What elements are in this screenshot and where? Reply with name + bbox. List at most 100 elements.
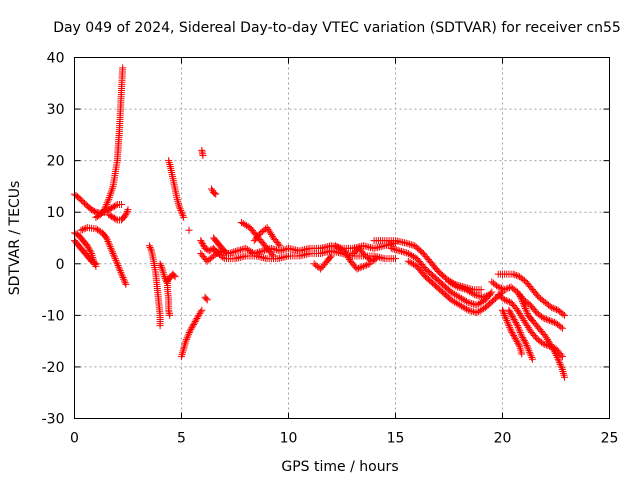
data-point	[166, 161, 174, 169]
data-point	[175, 203, 183, 211]
data-point	[118, 270, 126, 278]
data-point	[484, 291, 492, 299]
data-point	[557, 362, 565, 370]
data-point	[203, 296, 211, 304]
data-point	[187, 325, 195, 333]
data-point	[516, 292, 524, 300]
data-point	[466, 307, 474, 315]
data-point	[518, 332, 526, 340]
series-arc-15	[207, 185, 220, 198]
data-point	[105, 241, 113, 249]
data-point	[103, 236, 111, 244]
data-point	[508, 312, 516, 320]
plot-frame	[74, 57, 610, 419]
data-point	[205, 247, 213, 255]
data-point	[157, 262, 165, 270]
data-point	[499, 308, 507, 316]
data-point	[452, 282, 460, 290]
series-arc-1	[71, 190, 126, 217]
data-point	[454, 283, 462, 291]
data-point	[508, 328, 516, 336]
data-point	[539, 340, 547, 348]
data-point	[90, 207, 98, 215]
series-arc-27	[445, 278, 494, 301]
data-point	[72, 230, 80, 238]
data-point	[468, 299, 476, 307]
data-point	[394, 246, 402, 254]
data-point	[124, 206, 132, 214]
data-point	[279, 246, 287, 254]
series-arc-11	[178, 306, 206, 361]
data-point	[110, 253, 118, 261]
data-point	[520, 337, 528, 345]
data-point	[110, 251, 118, 259]
series-arc-8	[156, 260, 179, 286]
data-point	[165, 157, 173, 165]
data-point	[189, 322, 197, 330]
data-point	[166, 311, 174, 319]
data-point	[99, 207, 107, 215]
data-point	[515, 341, 523, 349]
data-point	[235, 246, 243, 254]
data-point	[268, 251, 276, 259]
series-arc-32	[516, 291, 569, 381]
data-point	[512, 271, 520, 279]
data-point	[494, 283, 502, 291]
data-point	[359, 262, 367, 270]
data-point	[558, 353, 566, 361]
data-point	[103, 199, 111, 207]
data-point	[505, 284, 513, 292]
data-point	[77, 226, 85, 234]
data-point	[106, 192, 114, 200]
data-point	[121, 212, 129, 220]
data-point	[92, 213, 100, 221]
data-point	[474, 292, 482, 300]
data-point	[93, 213, 101, 221]
data-point	[116, 267, 124, 275]
series-arc-24	[370, 237, 485, 294]
data-point	[122, 211, 130, 219]
data-point	[118, 272, 126, 280]
data-point	[521, 303, 529, 311]
data-point	[221, 248, 229, 256]
data-point	[185, 329, 193, 337]
data-point	[182, 335, 190, 343]
x-tick-label: 0	[70, 431, 79, 447]
data-point	[257, 247, 265, 255]
data-point	[184, 332, 192, 340]
data-point	[186, 327, 194, 335]
series-arc-20	[250, 224, 284, 250]
data-point	[506, 308, 514, 316]
series-arc-5	[92, 64, 127, 221]
data-point	[119, 274, 127, 282]
data-point	[513, 320, 521, 328]
data-point	[189, 321, 197, 329]
data-point	[507, 311, 515, 319]
data-point	[250, 249, 258, 257]
data-point	[255, 230, 263, 238]
data-point	[110, 214, 118, 222]
x-tick-label: 10	[280, 431, 298, 447]
y-axis-title: SDTVAR / TECUs	[7, 181, 23, 296]
data-point	[547, 341, 555, 349]
data-point	[183, 334, 191, 342]
data-point	[526, 350, 534, 358]
data-point	[501, 311, 509, 319]
data-point	[193, 314, 201, 322]
data-point	[230, 248, 238, 256]
data-point	[112, 201, 120, 209]
data-point	[407, 241, 415, 249]
data-point	[556, 359, 564, 367]
series-arc-12	[185, 226, 193, 234]
data-point	[276, 242, 284, 250]
data-point	[158, 263, 166, 271]
x-tick-label: 15	[387, 431, 405, 447]
data-point	[559, 369, 567, 377]
data-point	[198, 238, 206, 246]
series-arc-26	[404, 257, 506, 317]
data-point	[364, 260, 372, 268]
data-point	[509, 330, 517, 338]
data-point	[555, 357, 563, 365]
data-point	[104, 237, 112, 245]
data-point	[176, 205, 184, 213]
